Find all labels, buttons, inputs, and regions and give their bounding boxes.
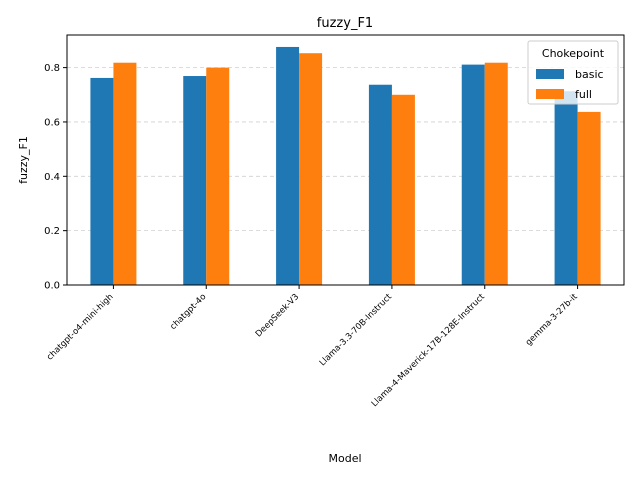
y-tick-label: 0.4 (44, 172, 60, 183)
legend-box (527, 40, 619, 105)
bar-full (577, 111, 601, 285)
bar-full (484, 62, 508, 285)
bars (90, 46, 601, 286)
bar-full (391, 94, 415, 285)
legend-swatch-basic (536, 69, 564, 79)
y-tick-label: 0.8 (44, 63, 60, 74)
legend-label-basic: basic (575, 68, 604, 81)
legend: Chokepoint basic full (527, 40, 619, 105)
bar-full (113, 62, 137, 285)
legend-swatch-full (536, 89, 564, 99)
bar-basic (368, 84, 392, 285)
bar-basic (90, 77, 114, 285)
y-axis-label: fuzzy_F1 (17, 136, 30, 184)
y-tick-label: 0.6 (44, 117, 60, 128)
x-axis-label: Model (328, 452, 361, 465)
bar-basic (276, 46, 300, 286)
bar-basic (461, 64, 485, 285)
bar-full (206, 67, 230, 285)
bar-full (299, 53, 323, 286)
y-axis-ticks: 0.0 0.2 0.4 0.6 0.8 (44, 63, 67, 292)
bar-basic (554, 91, 578, 285)
legend-label-full: full (575, 88, 592, 101)
plot-frame (66, 34, 625, 286)
legend-title: Chokepoint (542, 47, 605, 60)
y-tick-label: 0.0 (44, 281, 60, 292)
chart-title: fuzzy_F1 (317, 16, 373, 31)
bar-basic (183, 76, 207, 285)
y-tick-label: 0.2 (44, 226, 60, 237)
